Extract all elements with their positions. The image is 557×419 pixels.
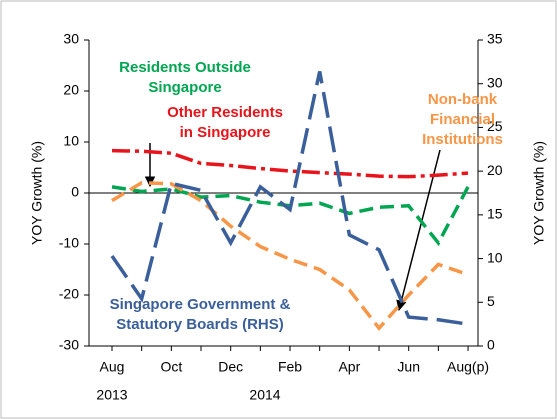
y2-tick-label: 0: [487, 337, 495, 353]
y-axis-label: YOY Growth (%): [29, 141, 45, 245]
series-line: [110, 71, 469, 326]
y-tick-label: -30: [59, 337, 79, 353]
y2-axis-label: YOY Growth (%): [531, 141, 547, 245]
y2-tick-label: 10: [487, 249, 503, 265]
y-tick-label: 30: [63, 31, 79, 47]
x-tick-label: Dec: [218, 359, 243, 375]
y2-tick-label: 5: [487, 293, 495, 309]
y2-tick-label: 30: [487, 74, 503, 90]
y2-tick-label: 35: [487, 31, 503, 47]
x-tick-label: Aug: [100, 359, 125, 375]
x-tick-label: Jun: [397, 359, 420, 375]
y2-tick-label: 20: [487, 162, 503, 178]
year-label: 2013: [96, 387, 127, 403]
y-tick-label: 20: [63, 82, 79, 98]
series-label: Singapore Government & Statutory Boards …: [109, 296, 291, 333]
series-line: [111, 181, 469, 331]
y-tick-label: -10: [59, 235, 79, 251]
y-tick-label: 0: [71, 184, 79, 200]
x-tick-label: Feb: [278, 359, 302, 375]
y-tick-label: 10: [63, 133, 79, 149]
series-label: Residents Outside Singapore: [119, 59, 251, 96]
x-tick-label: Aug(p): [447, 359, 489, 375]
x-tick-label: Apr: [338, 359, 360, 375]
year-label: 2014: [249, 387, 280, 403]
x-tick-label: Oct: [160, 359, 182, 375]
series-label: Non-bank Financial Institutions: [422, 91, 503, 148]
y2-tick-label: 15: [487, 206, 503, 222]
y2-tick-label: 25: [487, 118, 503, 134]
series-line: [111, 148, 469, 179]
y-tick-label: -20: [59, 286, 79, 302]
series-label: Other Residents in Singapore: [167, 104, 283, 141]
